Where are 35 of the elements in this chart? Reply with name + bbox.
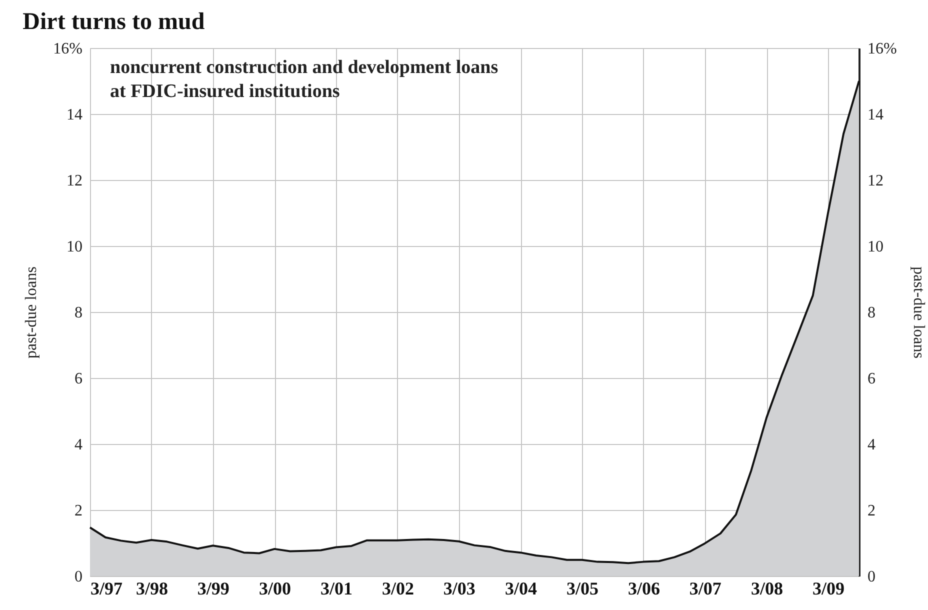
y-tick-label: 0	[74, 568, 82, 586]
y2-tick-label: 12	[868, 172, 884, 190]
x-tick-label: 3/99	[197, 578, 230, 598]
x-tick-label: 3/04	[505, 578, 538, 598]
y-tick-label: 4	[74, 436, 82, 454]
x-tick-label: 3/08	[751, 578, 784, 598]
y2-tick-label: 2	[868, 502, 876, 520]
x-tick-label: 3/03	[443, 578, 476, 598]
y2-tick-label: 10	[868, 238, 884, 256]
y2-tick-label: 6	[868, 370, 876, 388]
y-tick-label: 12	[66, 172, 82, 190]
x-tick-label: 3/05	[566, 578, 599, 598]
y-tick-label: 14	[66, 106, 82, 124]
x-tick-label: 3/01	[320, 578, 353, 598]
x-tick-label: 3/98	[136, 578, 168, 598]
y2-tick-label: 8	[868, 304, 876, 322]
y-axis-title: past-due loans	[23, 266, 40, 358]
x-tick-label: 3/07	[689, 578, 722, 598]
y2-axis-title: past-due loans	[910, 266, 927, 358]
chart-title: Dirt turns to mud	[22, 9, 206, 35]
text: noncurrent construction and development loans at FDIC-insured institutions	[110, 57, 498, 102]
y2-tick-label: 4	[868, 436, 876, 454]
y2-tick-label: 16%	[868, 40, 897, 58]
x-tick-label: 3/09	[812, 578, 845, 598]
y2-tick-label: 0	[868, 568, 876, 586]
x-tick-label: 3/00	[259, 578, 292, 598]
y-tick-label: 16%	[53, 40, 82, 58]
y-tick-label: 2	[74, 502, 82, 520]
x-tick-label: 3/02	[382, 578, 414, 598]
x-tick-label: 3/06	[628, 578, 660, 598]
y2-tick-label: 14	[868, 106, 884, 124]
y-tick-label: 6	[74, 370, 82, 388]
y-tick-label: 8	[74, 304, 82, 322]
y-tick-label: 10	[66, 238, 82, 256]
x-tick-label: 3/97	[90, 578, 123, 598]
